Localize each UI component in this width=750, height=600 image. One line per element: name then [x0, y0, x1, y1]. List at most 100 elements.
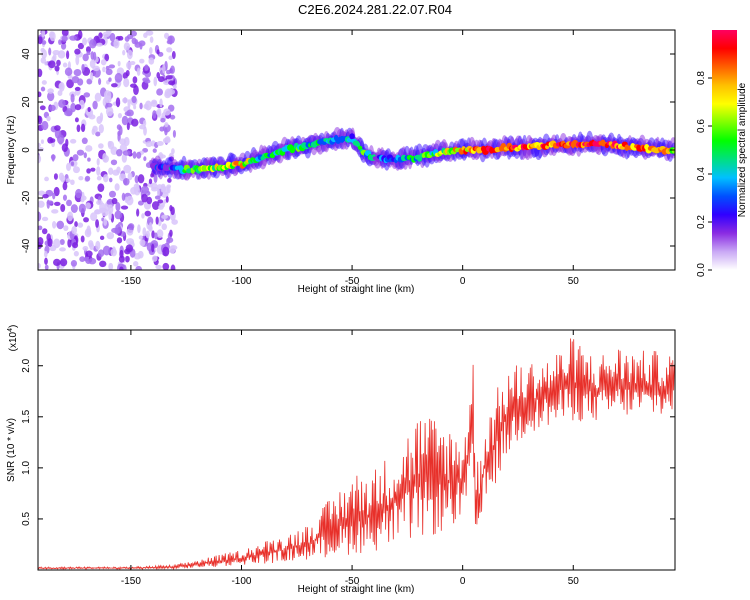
noise-blob	[62, 194, 67, 201]
noise-blob	[164, 136, 171, 143]
spectrogram-x-tick-label: -150	[121, 276, 141, 287]
noise-blob	[66, 50, 70, 60]
noise-blob	[150, 173, 155, 178]
noise-blob	[38, 200, 45, 208]
noise-blob	[108, 177, 113, 183]
noise-blob	[137, 224, 141, 234]
noise-blob	[72, 242, 79, 249]
noise-blob	[38, 142, 41, 148]
noise-blob	[72, 166, 80, 174]
noise-blob	[138, 124, 147, 130]
noise-blob	[86, 78, 93, 85]
noise-blob	[52, 192, 56, 200]
noise-blob	[168, 55, 173, 61]
noise-blob	[38, 236, 44, 246]
noise-blob	[83, 152, 87, 159]
noise-blob	[85, 202, 91, 210]
snr-frame	[37, 329, 676, 571]
noise-blob	[96, 175, 102, 181]
noise-blob	[139, 102, 143, 110]
noise-blob	[110, 159, 118, 166]
noise-blob	[59, 247, 66, 252]
noise-blob	[82, 246, 89, 251]
noise-blob	[69, 138, 77, 144]
noise-blob	[49, 31, 56, 42]
noise-blob	[38, 115, 43, 125]
noise-blob	[126, 49, 133, 60]
noise-blob	[131, 118, 139, 127]
noise-blob	[164, 122, 169, 128]
noise-blob	[169, 114, 176, 120]
noise-blob	[102, 97, 107, 107]
noise-blob	[42, 194, 49, 199]
noise-blob	[151, 201, 160, 210]
noise-blob	[166, 47, 173, 53]
noise-blob	[87, 157, 91, 162]
noise-blob	[146, 196, 153, 205]
noise-blob	[155, 264, 162, 270]
noise-blob	[121, 115, 129, 126]
noise-blob	[142, 147, 149, 153]
noise-blob	[122, 72, 128, 79]
noise-blob	[98, 143, 104, 149]
noise-blob	[124, 255, 130, 263]
noise-blob	[41, 120, 49, 131]
noise-blob	[132, 151, 137, 159]
noise-blob	[104, 53, 110, 62]
noise-blob	[79, 256, 86, 262]
noise-blob	[94, 92, 102, 102]
noise-blob	[111, 227, 119, 233]
noise-blob	[81, 137, 88, 145]
chart-title: C2E6.2024.281.22.07.R04	[298, 2, 452, 17]
snr-x-tick-label: -100	[231, 576, 251, 587]
noise-blob	[108, 64, 116, 69]
noise-blob	[143, 156, 147, 162]
colorbar-tick-label: 0.8	[696, 71, 707, 85]
noise-blob	[41, 228, 48, 235]
snr-x-tick-label: 50	[568, 576, 580, 587]
noise-blob	[157, 76, 165, 83]
noise-blob	[58, 82, 64, 90]
noise-blob	[110, 146, 118, 156]
noise-blob	[90, 167, 96, 172]
noise-blob	[156, 140, 164, 146]
noise-blob	[100, 59, 107, 66]
noise-blob	[85, 46, 92, 53]
noise-blob	[71, 226, 78, 235]
noise-blob	[105, 68, 113, 76]
noise-blob	[115, 97, 121, 108]
spectrogram-x-label: Height of straight line (km)	[298, 284, 415, 295]
noise-blob	[41, 30, 46, 38]
noise-blob	[59, 238, 65, 246]
noise-blob	[123, 42, 131, 51]
noise-blob	[96, 42, 103, 47]
noise-blob	[160, 117, 166, 123]
noise-blob	[97, 249, 105, 257]
noise-blob	[171, 148, 175, 155]
noise-blob	[85, 250, 93, 258]
noise-blob	[158, 204, 164, 210]
noise-blob	[161, 214, 168, 219]
noise-blob	[170, 65, 175, 74]
noise-blob	[103, 218, 108, 226]
noise-blob	[80, 123, 86, 133]
noise-blob	[133, 261, 139, 267]
colorbar-tick-label: 0.0	[696, 263, 707, 277]
noise-blob	[172, 129, 176, 138]
noise-blob	[61, 35, 68, 42]
noise-blob	[73, 69, 82, 77]
noise-blob	[136, 208, 140, 217]
noise-blob	[58, 99, 66, 108]
noise-blob	[166, 39, 173, 45]
noise-blob	[88, 257, 97, 265]
noise-blob	[106, 232, 115, 240]
noise-blob	[77, 222, 84, 228]
noise-blob	[156, 49, 160, 55]
noise-blob	[60, 42, 67, 50]
noise-blob	[75, 55, 80, 66]
noise-blob	[57, 134, 65, 145]
noise-blob	[116, 237, 123, 244]
noise-blob	[163, 108, 171, 116]
noise-blob	[154, 195, 161, 200]
noise-blob	[99, 202, 106, 213]
